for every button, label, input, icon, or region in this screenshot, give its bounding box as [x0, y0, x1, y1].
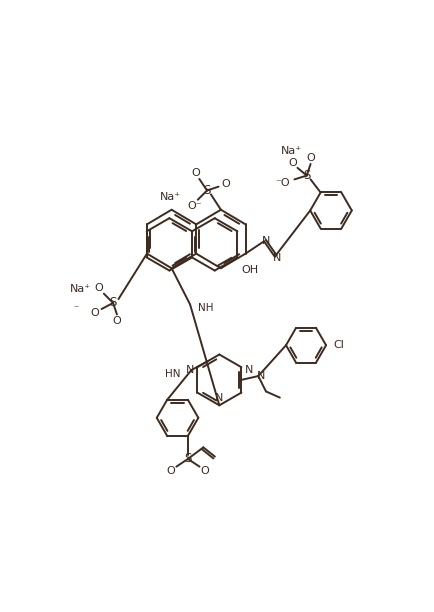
Text: O: O: [201, 466, 209, 476]
Text: HN: HN: [165, 369, 181, 379]
Text: O: O: [90, 308, 99, 318]
Text: O: O: [221, 179, 230, 189]
Text: ⁻: ⁻: [73, 304, 79, 314]
Text: N: N: [245, 365, 253, 375]
Text: Na⁺: Na⁺: [70, 284, 91, 294]
Text: S: S: [184, 452, 192, 466]
Text: O: O: [289, 159, 297, 168]
Text: NH: NH: [198, 304, 213, 313]
Text: O⁻: O⁻: [187, 201, 202, 211]
Text: S: S: [109, 296, 117, 310]
Text: N: N: [262, 236, 270, 246]
Text: OH: OH: [241, 265, 258, 275]
Text: O: O: [306, 153, 315, 163]
Text: Na⁺: Na⁺: [160, 192, 181, 201]
Text: O: O: [95, 283, 104, 293]
Text: ⁻O: ⁻O: [275, 178, 290, 188]
Text: S: S: [303, 169, 310, 182]
Text: N: N: [257, 371, 266, 381]
Text: Na⁺: Na⁺: [281, 146, 302, 156]
Text: O: O: [167, 466, 175, 476]
Text: O: O: [192, 168, 201, 177]
Text: Cl: Cl: [334, 340, 345, 350]
Text: O: O: [112, 316, 122, 326]
Text: N: N: [215, 393, 224, 403]
Text: S: S: [204, 184, 211, 197]
Text: N: N: [273, 253, 281, 263]
Text: N: N: [185, 365, 194, 375]
